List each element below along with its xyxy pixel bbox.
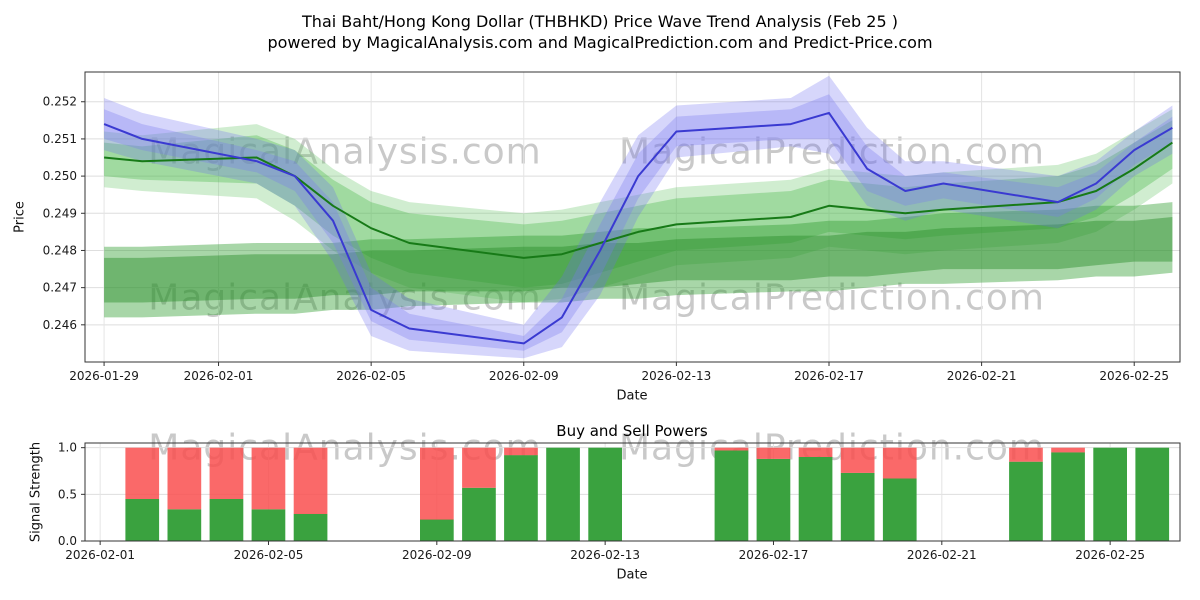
x-tick-label: 2026-02-21 [947,369,1017,383]
buy-power-bar [1135,447,1170,541]
sell-power-bar [756,447,791,459]
green-lower-band-outer [104,202,1173,318]
y-tick-label: 0.0 [58,534,77,548]
green-trend-line [104,141,1173,259]
date-axis-label-top: Date [616,388,648,404]
buy-power-bar [1009,461,1043,541]
buy-power-bar [882,478,917,541]
buy-power-bar [546,447,580,541]
buy-power-bar [251,509,286,541]
sell-power-bar [882,447,917,479]
watermark-prediction-mid: MagicalPrediction.com [619,277,1045,319]
x-tick-label: 2026-02-01 [65,548,135,562]
green-lower-band-inner [104,217,1173,303]
buy-power-bar [756,458,791,541]
y-tick-label: 0.250 [43,169,77,183]
x-tick-label: 2026-02-13 [570,548,640,562]
y-tick-label: 0.251 [43,132,77,146]
sell-power-bar [1009,447,1043,462]
buy-power-bar [798,457,833,541]
x-tick-label: 2026-02-17 [739,548,809,562]
plot-border [84,442,1181,542]
buy-power-bar [462,487,496,541]
buy-power-bar [1051,452,1085,541]
sell-power-bar [293,447,328,514]
price-wave-chart: 0.246 0.247 0.248 0.249 0.250 0.251 0.252 2026-… [43,71,1181,383]
y-tick-label: 0.252 [43,95,77,109]
x-tick-label: 2026-02-21 [907,548,977,562]
sell-power-bar [209,447,244,499]
x-tick-label: 2026-02-01 [184,369,254,383]
sell-power-bar [798,447,833,457]
buy-power-bar [714,450,749,541]
sell-power-bar [840,447,875,473]
x-tick-label: 2026-02-09 [489,369,559,383]
y-tick-label: 0.5 [58,487,77,501]
sell-power-bar [714,447,749,451]
blue-trend-line [103,111,1173,345]
buy-power-bar [420,519,454,541]
buy-power-bar [293,513,328,541]
sell-power-bar [167,447,202,510]
x-tick-label: 2026-02-25 [1099,369,1169,383]
y-tick-label: 0.248 [43,243,77,257]
sell-power-bar [420,447,454,520]
page-title: Thai Baht/Hong Kong Dollar (THBHKD) Pric… [302,12,898,31]
page-subtitle: powered by MagicalAnalysis.com and Magic… [267,33,933,52]
x-tick-label: 2026-02-13 [642,369,712,383]
x-tick-label: 2026-02-05 [336,369,406,383]
y-tick-label: 0.246 [43,318,77,332]
sell-power-bar [125,447,160,499]
sell-power-bar [504,447,538,456]
buy-power-bar [840,472,875,541]
green-upper-band-inner [104,120,1173,288]
buy-sell-powers-title: Buy and Sell Powers [556,422,708,440]
buy-power-bar [504,455,538,541]
y-tick-label: 1.0 [58,441,77,455]
green-upper-band-outer [104,109,1173,303]
plot-border [84,71,1181,363]
watermark-prediction-top: MagicalPrediction.com [619,131,1045,173]
x-tick-label: 2026-02-25 [1075,548,1145,562]
price-axis-label: Price [12,201,28,233]
sell-power-bar [251,447,286,510]
buy-sell-powers-chart: 0.0 0.5 1.0 2026-02-01 2026-02-05 2026-02-09 2… [58,441,1181,562]
buy-power-bar [167,509,202,541]
sell-power-bar [462,447,496,488]
buy-power-bar [588,447,622,541]
y-tick-label: 0.247 [43,281,77,295]
y-tick-label: 0.249 [43,206,77,220]
x-tick-label: 2026-02-09 [402,548,472,562]
date-axis-label-bottom: Date [616,567,648,583]
blue-band-outer [104,75,1173,359]
sell-power-bar [1051,447,1085,453]
x-tick-label: 2026-02-17 [794,369,864,383]
x-tick-label: 2026-01-29 [69,369,139,383]
watermark-analysis-mid: MagicalAnalysis.com [148,277,542,319]
x-tick-label: 2026-02-05 [234,548,304,562]
signal-strength-axis-label: Signal Strength [28,441,44,543]
buy-power-bar [1093,447,1127,541]
buy-power-bar [209,499,244,541]
buy-power-bar [125,499,160,541]
